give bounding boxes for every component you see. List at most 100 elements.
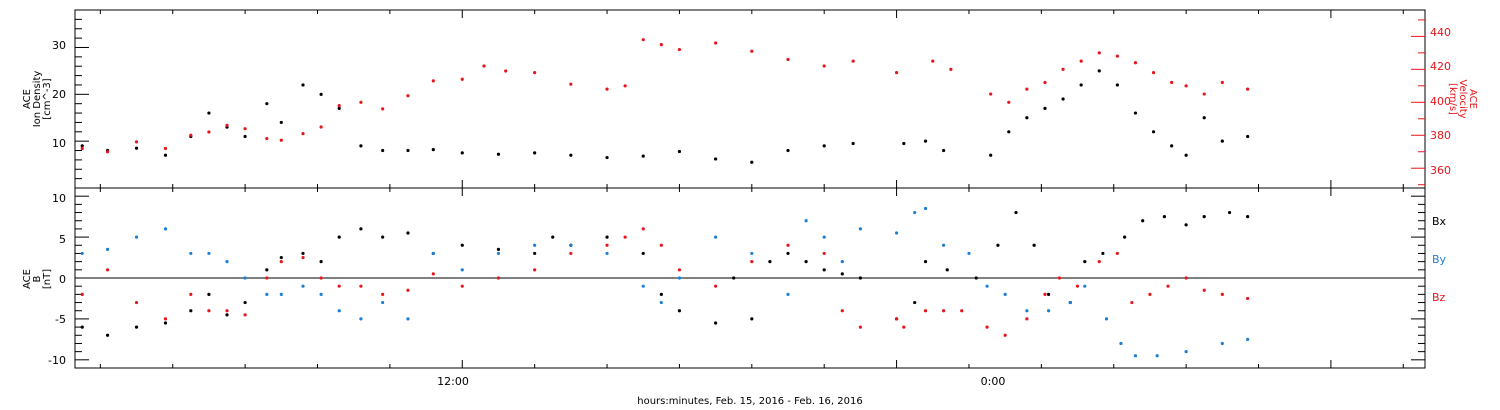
bx-point [406, 231, 410, 235]
velocity-point [533, 71, 537, 75]
bx-point [359, 227, 363, 231]
tick-label-velocity-420: 420 [1430, 60, 1451, 73]
top-panel-ticks [75, 9, 1425, 186]
bz-point [1097, 260, 1101, 264]
bottom-panel-ticks [75, 195, 1425, 361]
bx-point [1122, 235, 1127, 239]
bz-point [163, 317, 168, 321]
velocity-point [1151, 71, 1156, 75]
bz-point [1130, 300, 1134, 305]
by-point [1068, 300, 1072, 305]
velocity-point [265, 136, 269, 141]
density-point [1170, 144, 1174, 148]
by-point [822, 235, 826, 239]
by-point [279, 292, 283, 296]
bz-point [105, 268, 110, 272]
density-point [1097, 69, 1101, 73]
velocity-point [189, 133, 193, 137]
bx-point [279, 255, 283, 260]
velocity-point [460, 77, 464, 81]
bz-point [1148, 292, 1152, 296]
bz-point [786, 243, 790, 247]
bz-point [902, 325, 906, 329]
x-axis-ticks [99, 10, 1404, 368]
velocity-point [1115, 54, 1119, 58]
bz-point [80, 292, 84, 296]
bz-point [225, 309, 229, 313]
by-point [225, 260, 229, 264]
by-point [1119, 341, 1123, 346]
bz-point [641, 227, 645, 231]
b-axis-title: ACE B [nT] [22, 269, 53, 289]
bz-point [1202, 288, 1206, 292]
bz-point [840, 309, 844, 313]
density-axis-title-line1: ACE [22, 89, 33, 109]
bx-point [163, 321, 168, 325]
legend-bx: Bx [1432, 215, 1447, 228]
velocity-point [225, 123, 229, 127]
by-point [189, 251, 193, 256]
density-point [902, 141, 906, 146]
bz-point [605, 243, 609, 247]
bz-point [134, 300, 139, 305]
bx-point [189, 309, 193, 313]
bx-point [641, 251, 645, 256]
velocity-point [1097, 51, 1101, 55]
bx-point [1083, 260, 1087, 264]
b-axis-title-line3: [nT] [42, 269, 53, 289]
bz-point [942, 309, 946, 313]
bottom-panel-points [80, 206, 1250, 358]
density-point [406, 148, 410, 153]
bz-point [923, 309, 928, 313]
by-point [319, 292, 323, 296]
tick-label-b-5: 5 [59, 233, 66, 246]
tick-label-density-20: 20 [52, 88, 66, 101]
bz-point [858, 325, 862, 329]
by-point [381, 300, 385, 305]
velocity-point [822, 64, 826, 68]
bx-point [207, 292, 211, 296]
density-point [714, 157, 718, 161]
velocity-point [381, 107, 385, 111]
bx-point [677, 309, 682, 313]
bz-point [301, 255, 305, 260]
density-point [80, 144, 84, 148]
bz-point [714, 284, 718, 288]
velocity-point [714, 41, 718, 45]
velocity-point [1220, 80, 1224, 85]
by-point [1083, 284, 1087, 288]
bz-point [279, 260, 283, 264]
by-point [677, 276, 682, 280]
bx-point [822, 268, 826, 272]
bx-point [1032, 243, 1036, 247]
velocity-point [337, 103, 341, 108]
density-point [1007, 130, 1011, 134]
bz-point [1115, 251, 1119, 256]
bx-point [732, 276, 736, 280]
bz-point [533, 268, 537, 272]
velocity-point [1184, 84, 1188, 88]
density-point [605, 155, 609, 160]
velocity-axis-title-line3: [km/s] [1447, 83, 1458, 115]
by-point [265, 292, 269, 296]
velocity-point [134, 140, 139, 144]
density-axis-title: ACE Ion Density [cm^-3] [22, 71, 53, 128]
bx-point [1246, 215, 1250, 219]
by-point [533, 243, 537, 247]
velocity-point [659, 43, 663, 47]
bz-point [1025, 317, 1029, 321]
bx-point [551, 235, 555, 239]
velocity-point [851, 59, 855, 63]
bz-point [623, 235, 627, 239]
density-point [533, 151, 537, 155]
density-point [265, 102, 269, 106]
by-point [641, 284, 645, 288]
velocity-point [1133, 61, 1138, 65]
by-point [1046, 309, 1051, 313]
by-point [1155, 354, 1159, 358]
by-point [659, 300, 663, 305]
velocity-point [279, 138, 283, 142]
bx-point [337, 235, 341, 239]
density-point [279, 120, 283, 125]
bx-point [996, 243, 1000, 247]
